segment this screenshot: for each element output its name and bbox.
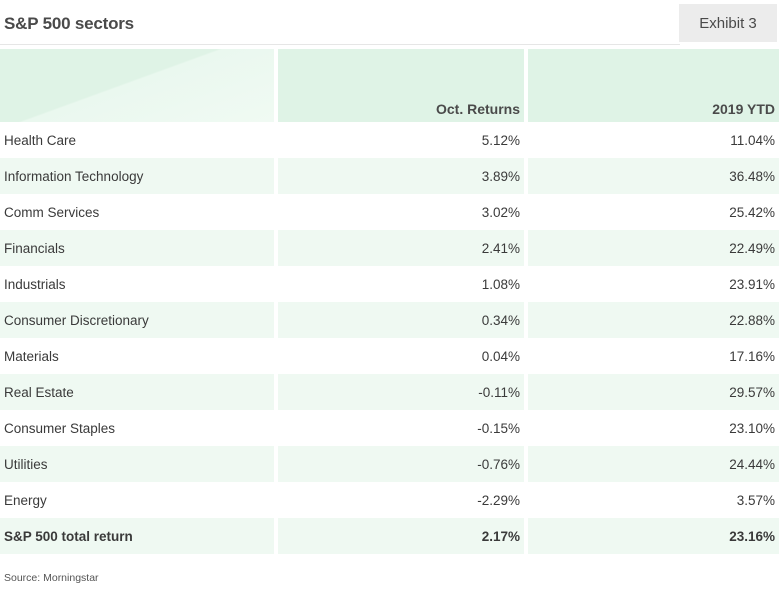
oct-return-value: 2.41% (274, 230, 524, 266)
table-row: Energy -2.29% 3.57% (0, 482, 779, 518)
table-header-row: Oct. Returns 2019 YTD (0, 49, 779, 122)
sector-returns-table: Oct. Returns 2019 YTD Health Care 5.12% … (0, 49, 779, 554)
oct-return-value: -2.29% (274, 482, 524, 518)
total-label: S&P 500 total return (0, 518, 274, 554)
table-row: Financials 2.41% 22.49% (0, 230, 779, 266)
table-row: Industrials 1.08% 23.91% (0, 266, 779, 302)
sector-name: Industrials (4, 276, 66, 292)
page-title: S&P 500 sectors (4, 14, 134, 33)
oct-return-value: 5.12% (274, 122, 524, 158)
oct-return-value: 3.02% (274, 194, 524, 230)
title-divider (0, 44, 680, 45)
sector-name: Real Estate (0, 374, 274, 410)
total-return-row: S&P 500 total return 2.17% 23.16% (0, 518, 779, 554)
oct-return-value: -0.11% (274, 374, 524, 410)
sector-name: Consumer Staples (4, 420, 116, 436)
oct-return-value: -0.15% (274, 410, 524, 446)
oct-return-value: 1.08% (274, 266, 524, 302)
sector-name: Comm Services (4, 204, 100, 220)
ytd-return-value: 36.48% (524, 158, 779, 194)
header-oct-returns: Oct. Returns (274, 49, 524, 122)
ytd-return-value: 24.44% (524, 446, 779, 482)
ytd-return-value: 25.42% (524, 194, 779, 230)
table-row: Health Care 5.12% 11.04% (0, 122, 779, 158)
total-ytd-return-value: 23.16% (524, 518, 779, 554)
ytd-return-value: 11.04% (524, 122, 779, 158)
sector-name: Energy (4, 492, 47, 508)
sector-name: Health Care (4, 132, 77, 148)
sector-name: Utilities (0, 446, 274, 482)
sector-name: Information Technology (0, 158, 274, 194)
table-row: Consumer Staples -0.15% 23.10% (0, 410, 779, 446)
header-2019-ytd: 2019 YTD (524, 49, 779, 122)
table-row: Utilities -0.76% 24.44% (0, 446, 779, 482)
ytd-return-value: 22.88% (524, 302, 779, 338)
source-note: Source: Morningstar (4, 572, 99, 584)
total-oct-return-value: 2.17% (274, 518, 524, 554)
sector-name: Financials (0, 230, 274, 266)
ytd-return-value: 29.57% (524, 374, 779, 410)
table-row: Comm Services 3.02% 25.42% (0, 194, 779, 230)
ytd-return-value: 17.16% (524, 338, 779, 374)
oct-return-value: 3.89% (274, 158, 524, 194)
table-row: Real Estate -0.11% 29.57% (0, 374, 779, 410)
table-row: Consumer Discretionary 0.34% 22.88% (0, 302, 779, 338)
oct-return-value: 0.04% (274, 338, 524, 374)
sector-name: Consumer Discretionary (0, 302, 274, 338)
oct-return-value: 0.34% (274, 302, 524, 338)
ytd-return-value: 23.10% (524, 410, 779, 446)
exhibit-badge: Exhibit 3 (679, 4, 777, 42)
ytd-return-value: 23.91% (524, 266, 779, 302)
table-row: Information Technology 3.89% 36.48% (0, 158, 779, 194)
sector-name: Materials (4, 348, 59, 364)
header-corner-cell (0, 49, 274, 122)
ytd-return-value: 3.57% (524, 482, 779, 518)
ytd-return-value: 22.49% (524, 230, 779, 266)
table-row: Materials 0.04% 17.16% (0, 338, 779, 374)
oct-return-value: -0.76% (274, 446, 524, 482)
